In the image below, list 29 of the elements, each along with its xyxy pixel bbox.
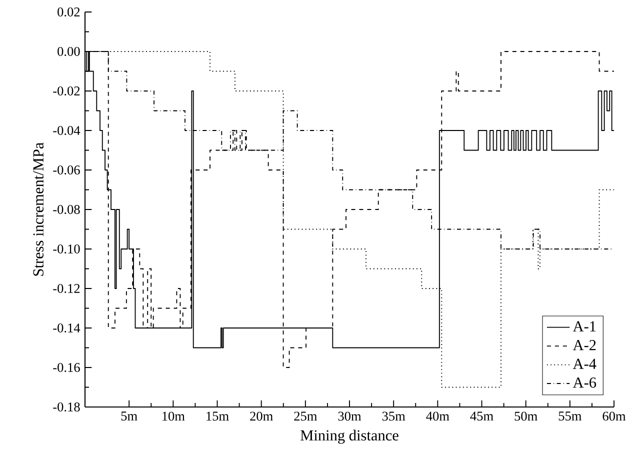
x-tick-label: 30m [338, 412, 362, 421]
legend-label: A-2 [572, 340, 596, 350]
y-tick-label: -0.02 [53, 86, 80, 96]
x-tick-label: 35m [382, 412, 406, 421]
y-tick-label: -0.10 [53, 244, 80, 254]
y-tick-label: -0.04 [53, 126, 80, 136]
x-tick-label: 55m [558, 412, 582, 421]
x-tick-label: 60m [602, 412, 626, 421]
x-axis-title: Mining distance [300, 430, 398, 444]
x-tick-label: 45m [470, 412, 494, 421]
x-tick-label: 40m [426, 412, 450, 421]
y-tick-label: 0.02 [58, 7, 80, 17]
legend-label: A-1 [572, 321, 596, 332]
x-tick-label: 5m [121, 412, 138, 421]
y-tick-label: -0.16 [53, 362, 80, 372]
y-tick-label: -0.12 [53, 284, 80, 294]
y-tick-label: -0.08 [53, 204, 80, 214]
y-axis-title: Stress increment/MPa [33, 142, 44, 276]
x-tick-label: 15m [206, 412, 229, 421]
legend-label: A-6 [572, 377, 596, 388]
legend-label: A-4 [572, 358, 596, 369]
x-tick-label: 25m [294, 412, 318, 421]
x-tick-label: 20m [250, 412, 273, 421]
y-tick-label: 0.00 [58, 46, 80, 56]
y-tick-label: -0.14 [53, 323, 80, 333]
y-tick-label: -0.18 [53, 402, 80, 412]
y-tick-label: -0.06 [53, 165, 80, 175]
x-tick-label: 50m [514, 412, 538, 421]
x-tick-label: 10m [162, 412, 185, 421]
